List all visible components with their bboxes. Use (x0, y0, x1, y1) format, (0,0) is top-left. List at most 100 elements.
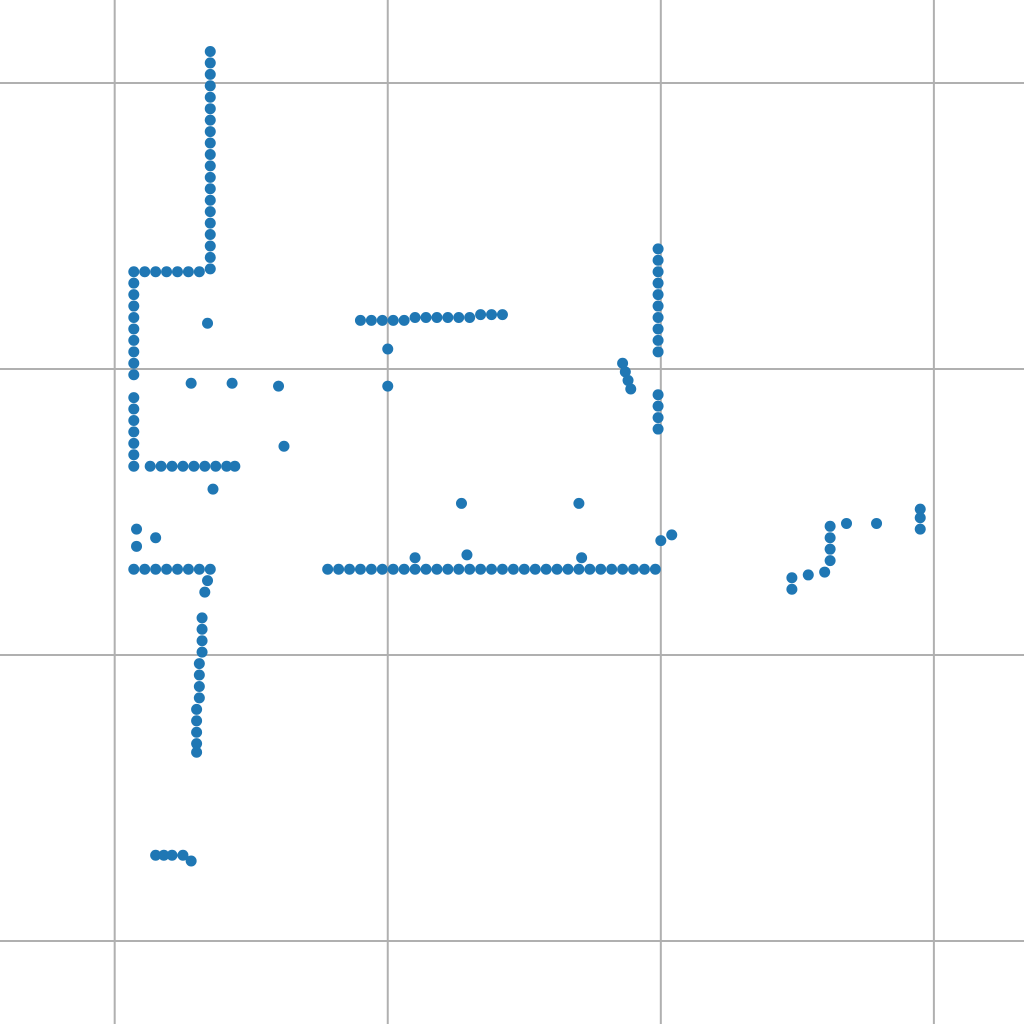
point (344, 563, 356, 575)
point (475, 309, 487, 321)
point (652, 334, 664, 346)
point (461, 549, 473, 561)
point (128, 357, 140, 369)
point (204, 91, 216, 103)
point (365, 314, 377, 326)
point (573, 563, 585, 575)
point (204, 68, 216, 80)
point (204, 114, 216, 126)
point (204, 171, 216, 183)
point (551, 563, 563, 575)
point (155, 460, 167, 472)
point (786, 583, 798, 595)
point (171, 563, 183, 575)
point (619, 366, 631, 378)
point (131, 540, 143, 552)
point (191, 703, 203, 715)
point (128, 403, 140, 415)
point (376, 563, 388, 575)
point (128, 563, 140, 575)
point (617, 563, 629, 575)
point (652, 266, 664, 278)
point (188, 460, 200, 472)
point (652, 277, 664, 289)
point (431, 311, 443, 323)
point (161, 266, 173, 278)
point (486, 309, 498, 321)
point (540, 563, 552, 575)
point (802, 569, 814, 581)
point (204, 148, 216, 160)
point (221, 460, 233, 472)
point (914, 512, 926, 524)
point (204, 194, 216, 206)
point (150, 532, 162, 544)
point (150, 849, 162, 861)
point (185, 855, 197, 867)
point (128, 277, 140, 289)
point (824, 532, 836, 544)
point (204, 183, 216, 195)
point (196, 646, 208, 658)
point (824, 520, 836, 532)
point (652, 323, 664, 335)
point (204, 229, 216, 241)
point (475, 563, 487, 575)
point (638, 563, 650, 575)
point (128, 369, 140, 381)
point (204, 126, 216, 138)
point (144, 460, 156, 472)
point (278, 440, 290, 452)
point (128, 449, 140, 461)
point (628, 563, 640, 575)
point (387, 563, 399, 575)
point (409, 552, 421, 564)
point (150, 563, 162, 575)
point (204, 80, 216, 92)
point (455, 497, 467, 509)
point (193, 669, 205, 681)
point (150, 266, 162, 278)
point (365, 563, 377, 575)
point (161, 563, 173, 575)
point (398, 314, 410, 326)
point (622, 374, 634, 386)
point (387, 314, 399, 326)
point (193, 266, 205, 278)
point (128, 460, 140, 472)
point (128, 311, 140, 323)
point (166, 460, 178, 472)
point (420, 563, 432, 575)
point (177, 460, 189, 472)
point (204, 563, 216, 575)
point (576, 552, 588, 564)
point (382, 380, 394, 392)
point (652, 400, 664, 412)
point (202, 575, 214, 587)
point (199, 460, 211, 472)
point (204, 57, 216, 69)
point (398, 563, 410, 575)
point (333, 563, 345, 575)
point (496, 309, 508, 321)
point (595, 563, 607, 575)
point (128, 289, 140, 301)
point (376, 314, 388, 326)
point (193, 692, 205, 704)
point (182, 266, 194, 278)
point (652, 254, 664, 266)
point (210, 460, 222, 472)
point (584, 563, 596, 575)
point (204, 137, 216, 149)
point (177, 849, 189, 861)
point (606, 563, 618, 575)
point (464, 311, 476, 323)
point (431, 563, 443, 575)
point (158, 849, 170, 861)
point (207, 483, 219, 495)
point (128, 392, 140, 404)
point (204, 263, 216, 275)
point (128, 323, 140, 335)
